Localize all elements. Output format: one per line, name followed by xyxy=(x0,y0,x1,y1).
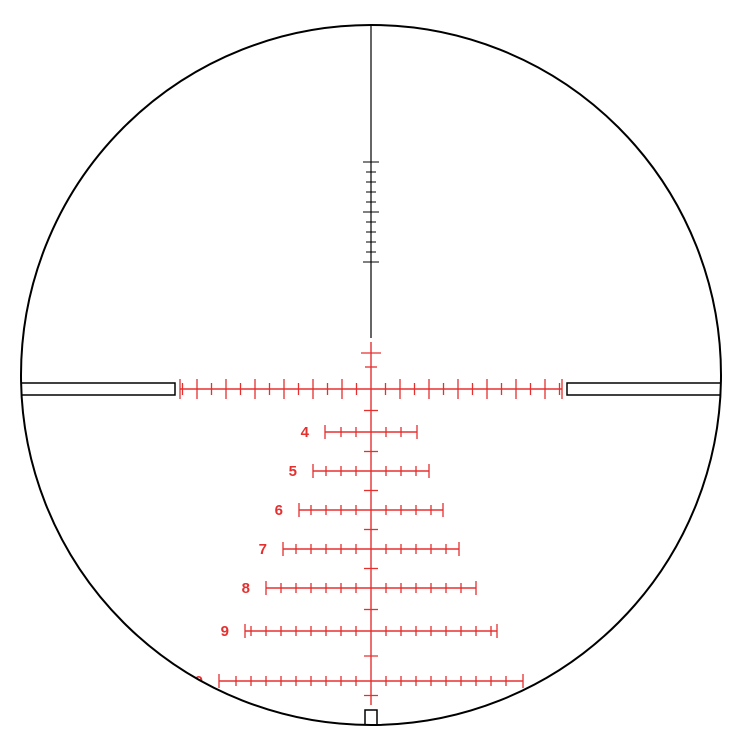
holdover-label: 7 xyxy=(259,541,267,558)
reticle-content: 45678910 xyxy=(0,25,749,750)
holdover-label: 9 xyxy=(221,623,229,640)
left-post xyxy=(0,383,175,395)
bottom-post xyxy=(365,710,377,750)
holdover-label: 6 xyxy=(275,502,283,519)
reticle-diagram: 45678910 xyxy=(0,0,750,750)
holdover-label: 5 xyxy=(289,463,297,480)
holdover-label: 8 xyxy=(242,580,250,597)
holdover-label: 4 xyxy=(301,424,310,441)
